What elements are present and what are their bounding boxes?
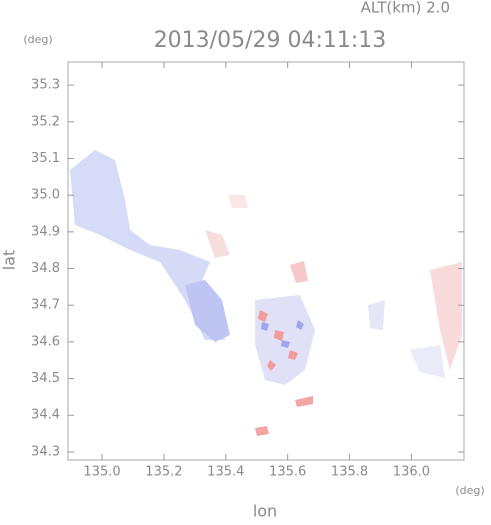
y-tick-label: 34.7 [31, 298, 60, 313]
echo-blob [205, 230, 230, 258]
echo-blob [228, 195, 248, 208]
x-tick-label: 136.0 [393, 465, 430, 480]
y-tick-label: 34.9 [31, 224, 60, 239]
echo-blob [290, 261, 308, 283]
echo-blob [368, 300, 385, 330]
x-tick-label: 135.0 [83, 465, 120, 480]
echo-blob [255, 396, 313, 436]
y-tick-label: 35.2 [31, 114, 60, 129]
echo-blob [258, 310, 298, 371]
x-axis-label: lon [253, 502, 277, 521]
echo-blob [255, 295, 315, 385]
y-tick-label: 35.1 [31, 151, 60, 166]
y-tick-label: 34.3 [31, 444, 60, 459]
x-unit: (deg) [455, 484, 484, 497]
echo-blob [185, 280, 230, 342]
y-unit: (deg) [23, 33, 52, 46]
y-tick-label: 34.8 [31, 261, 60, 276]
y-tick-label: 35.0 [31, 188, 60, 203]
echo-blob [410, 345, 445, 378]
y-axis-label: lat [0, 250, 19, 271]
x-tick-label: 135.4 [207, 465, 244, 480]
y-tick-label: 34.5 [31, 371, 60, 386]
echo-blob [430, 262, 462, 370]
y-tick-label: 34.4 [31, 408, 60, 423]
chart-title: 2013/05/29 04:11:13 [154, 28, 387, 53]
altitude-label: ALT(km) 2.0 [361, 0, 450, 17]
x-tick-label: 135.8 [331, 465, 368, 480]
x-tick-label: 135.2 [145, 465, 182, 480]
y-tick-label: 34.6 [31, 334, 60, 349]
plot-frame [67, 61, 465, 461]
echo-field [70, 150, 462, 436]
x-tick-label: 135.6 [269, 465, 306, 480]
echo-blob [70, 150, 225, 340]
y-tick-label: 35.3 [31, 78, 60, 93]
echo-blob [261, 320, 304, 348]
